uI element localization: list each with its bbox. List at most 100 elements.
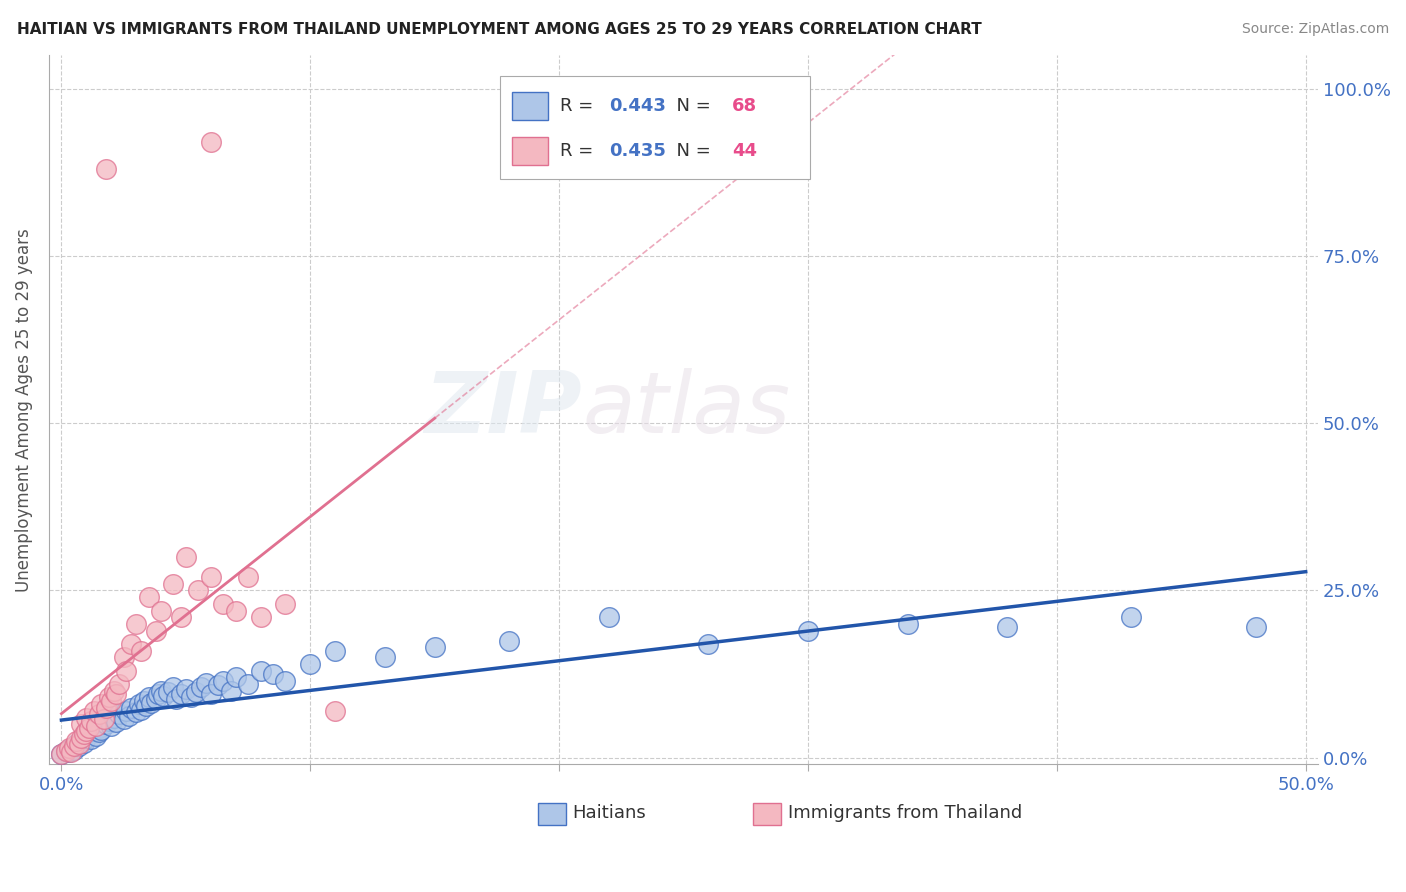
Point [138,690,160,705]
Point [129,702,152,716]
Point [170,610,193,624]
Point [73,736,96,750]
Point [96,161,118,176]
Point [87,725,110,739]
Point [120,637,142,651]
Point [83,723,105,738]
Point [120,700,142,714]
Point [90,697,112,711]
Point [249,664,271,678]
Point [70,734,93,748]
Point [174,549,197,564]
Point [87,721,110,735]
Point [55,744,77,758]
Point [995,620,1018,634]
Point [236,677,259,691]
Text: R =: R = [561,142,599,160]
Point [194,675,217,690]
Point [103,710,125,724]
Point [107,707,129,722]
Point [225,670,247,684]
Point [58,745,80,759]
Point [67,739,90,753]
Point [84,729,107,743]
Point [187,583,209,598]
Point [170,687,193,701]
Point [96,700,118,714]
Point [73,727,96,741]
Point [598,610,620,624]
Point [75,731,97,745]
Point [97,690,120,705]
Point [103,683,125,698]
Point [236,570,259,584]
Point [87,707,110,722]
Point [149,683,172,698]
Point [75,727,97,741]
Point [212,597,235,611]
Point [63,739,86,753]
Point [58,740,80,755]
Point [200,135,222,149]
Point [96,717,118,731]
Point [105,715,128,730]
Point [174,682,197,697]
Point [112,650,135,665]
Point [225,603,247,617]
Point [60,745,83,759]
Point [797,624,820,638]
Point [145,691,167,706]
Point [1244,620,1267,634]
Point [117,709,139,723]
Point [262,667,284,681]
Point [165,691,187,706]
Point [274,673,297,688]
Bar [537,803,565,825]
Point [374,650,396,665]
Point [274,597,297,611]
Point [129,643,152,657]
Point [80,731,103,746]
Text: HAITIAN VS IMMIGRANTS FROM THAILAND UNEMPLOYMENT AMONG AGES 25 TO 29 YEARS CORRE: HAITIAN VS IMMIGRANTS FROM THAILAND UNEM… [17,22,981,37]
Point [249,610,271,624]
Text: N =: N = [665,97,716,115]
Point [65,737,87,751]
Point [112,712,135,726]
Point [200,570,222,584]
Y-axis label: Unemployment Among Ages 25 to 29 years: Unemployment Among Ages 25 to 29 years [15,227,32,591]
Point [139,696,162,710]
Point [70,717,93,731]
Point [162,576,184,591]
Point [97,714,120,728]
Point [184,685,207,699]
Bar [754,803,782,825]
Text: 68: 68 [731,97,756,115]
Point [90,723,112,737]
Point [148,687,170,701]
Point [51,747,73,762]
Point [125,616,148,631]
Point [125,705,148,719]
Text: Haitians: Haitians [572,804,645,822]
Text: N =: N = [665,142,716,160]
Point [67,737,90,751]
Point [75,710,97,724]
Text: R =: R = [561,97,599,115]
Text: ZIP: ZIP [425,368,582,451]
Point [107,677,129,691]
Point [83,704,105,718]
Point [323,643,346,657]
Point [135,698,157,713]
Text: 0.435: 0.435 [609,142,665,160]
Point [115,664,138,678]
Point [299,657,322,671]
Point [145,624,167,638]
Point [1121,610,1143,624]
Point [84,718,107,732]
Point [60,740,83,755]
Text: Immigrants from Thailand: Immigrants from Thailand [787,804,1022,822]
Point [100,718,122,732]
Point [63,742,86,756]
Point [219,683,242,698]
Text: 44: 44 [731,142,756,160]
